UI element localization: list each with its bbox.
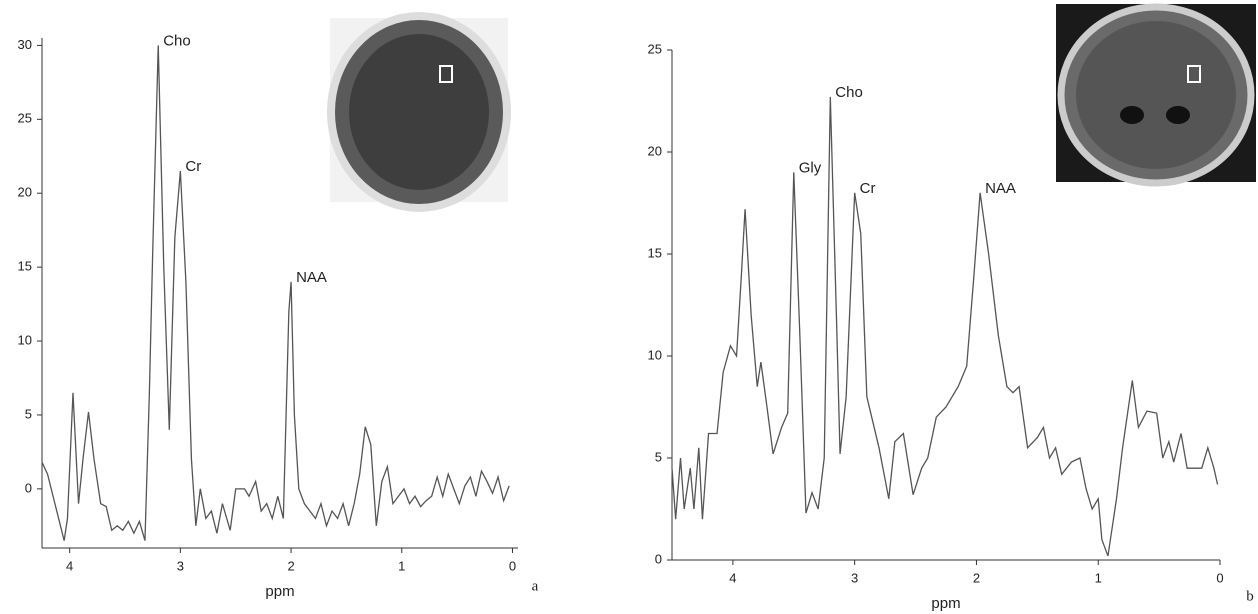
inset-image-a [327, 12, 511, 212]
x-tick-label: 0 [1216, 570, 1223, 585]
y-tick-label: 15 [18, 259, 32, 274]
spectrum-line [41, 45, 510, 541]
x-tick-label: 3 [177, 558, 184, 573]
x-tick-label: 2 [973, 570, 980, 585]
peak-label: Gly [799, 159, 822, 176]
x-axis-label: ppm [931, 595, 960, 612]
panel-label: a [532, 578, 539, 594]
y-tick-label: 25 [648, 41, 662, 56]
y-tick-label: 30 [18, 37, 32, 52]
x-tick-label: 4 [729, 570, 736, 585]
panel-label: b [1246, 588, 1254, 604]
peak-label: Cho [163, 32, 191, 49]
y-tick-label: 15 [648, 245, 662, 260]
x-tick-label: 3 [851, 570, 858, 585]
peak-label: NAA [296, 269, 327, 286]
x-tick-label: 4 [66, 558, 73, 573]
y-tick-label: 0 [655, 551, 662, 566]
y-tick-label: 5 [655, 449, 662, 464]
inset-image-b [1056, 3, 1256, 187]
y-tick-label: 20 [648, 143, 662, 158]
x-tick-label: 1 [1095, 570, 1102, 585]
peak-label: NAA [985, 180, 1016, 197]
x-axis-label: ppm [265, 583, 294, 600]
y-tick-label: 10 [648, 347, 662, 362]
x-tick-label: 0 [509, 558, 516, 573]
y-tick-label: 10 [18, 332, 32, 347]
x-tick-label: 1 [398, 558, 405, 573]
peak-label: Cr [185, 158, 201, 175]
x-tick-label: 2 [287, 558, 294, 573]
peak-label: Cho [835, 84, 863, 101]
y-tick-label: 25 [18, 111, 32, 126]
peak-label: Cr [860, 180, 876, 197]
y-tick-label: 5 [25, 406, 32, 421]
y-tick-label: 0 [25, 480, 32, 495]
y-tick-label: 20 [18, 185, 32, 200]
spectrum-line [671, 96, 1219, 557]
